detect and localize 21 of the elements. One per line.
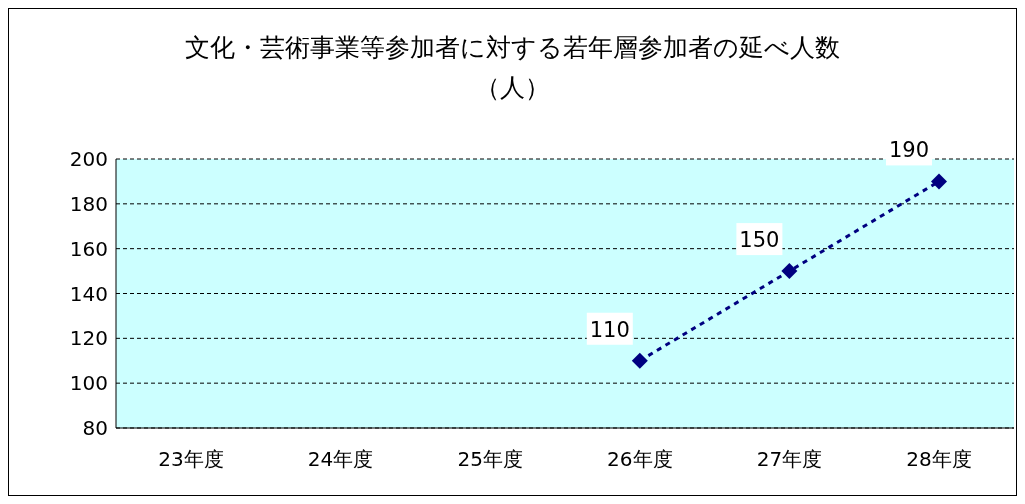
x-tick-label: 28年度 — [906, 447, 972, 472]
point — [931, 173, 947, 190]
y-tick-label: 140 — [69, 281, 108, 306]
y-tick-label: 120 — [69, 326, 108, 351]
data-label: 150 — [739, 228, 780, 253]
x-tick-label: 26年度 — [607, 447, 673, 472]
point — [631, 352, 648, 369]
x-tick-label: 27年度 — [756, 447, 823, 472]
y-tick-label: 100 — [69, 371, 108, 396]
chart-subtitle: （人） — [474, 72, 551, 104]
x-tick-label: 25年度 — [457, 447, 523, 472]
data-label: 110 — [589, 317, 630, 342]
y-tick-label: 80 — [82, 416, 108, 441]
data-label: 190 — [888, 138, 930, 163]
y-tick-label: 180 — [69, 191, 108, 216]
point — [781, 263, 798, 280]
y-tick-label: 160 — [69, 236, 108, 261]
x-tick-label: 23年度 — [158, 447, 224, 472]
y-tick-label: 200 — [69, 147, 108, 172]
x-tick-label: 24年度 — [307, 447, 374, 472]
chart-title: 文化・芸術事業等参加者に対する若年層参加者の延べ人数 — [184, 32, 841, 64]
